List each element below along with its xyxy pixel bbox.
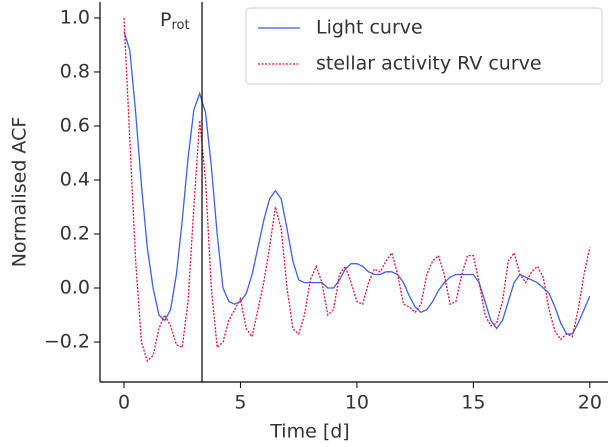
y-tick-label: 0.2 [60,222,90,244]
y-tick-label: 1.0 [60,6,90,28]
y-tick-label: 0.0 [60,277,90,299]
y-tick-label: 0.6 [60,114,90,136]
legend-label: Light curve [316,17,423,39]
x-axis-label: Time [d] [269,421,349,443]
x-tick-label: 5 [234,392,246,414]
x-tick-label: 0 [118,392,130,414]
legend-label: stellar activity RV curve [316,53,542,75]
x-tick-label: 15 [461,392,485,414]
y-axis-label: Normalised ACF [9,117,31,268]
period-label-main: P [160,9,171,31]
legend-box [245,7,603,85]
x-tick-label: 20 [578,392,602,414]
x-tick-label: 10 [345,392,369,414]
y-tick-label: 0.4 [60,168,90,190]
y-tick-label: 0.8 [60,60,90,82]
period-label: Prot [160,9,190,33]
period-label-sub: rot [171,18,189,33]
y-tick-label: −0.2 [44,331,90,353]
